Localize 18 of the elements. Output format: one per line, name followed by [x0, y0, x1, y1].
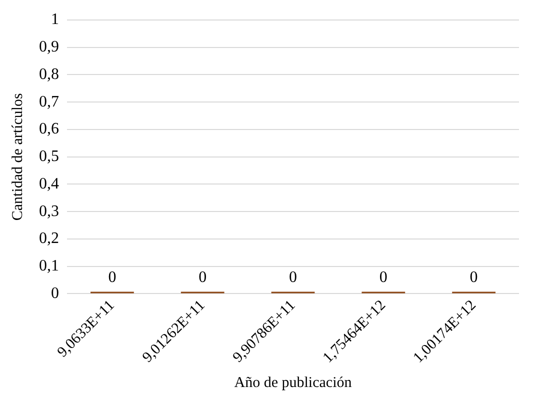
y-tick-label: 0	[51, 284, 59, 302]
data-label: 0	[379, 268, 388, 286]
y-tick-label: 0,3	[39, 202, 59, 220]
y-tick-label: 0,1	[39, 258, 59, 275]
x-axis-title: Año de publicación	[234, 374, 352, 391]
y-tick-label: 0,5	[39, 148, 59, 166]
data-label: 0	[108, 268, 116, 286]
y-tick-label: 0,9	[39, 38, 59, 56]
y-tick-label: 1	[51, 11, 59, 28]
data-label: 0	[198, 268, 207, 286]
data-label: 0	[470, 268, 478, 286]
y-axis-title: Cantidad de artículos	[10, 92, 26, 221]
y-tick-label: 0,2	[39, 230, 59, 248]
y-tick-label: 0,7	[39, 93, 59, 110]
y-tick-label: 0,8	[39, 66, 59, 83]
y-tick-label: 0,6	[39, 120, 59, 138]
y-tick-label: 0,4	[39, 175, 59, 192]
data-label: 0	[289, 268, 297, 286]
